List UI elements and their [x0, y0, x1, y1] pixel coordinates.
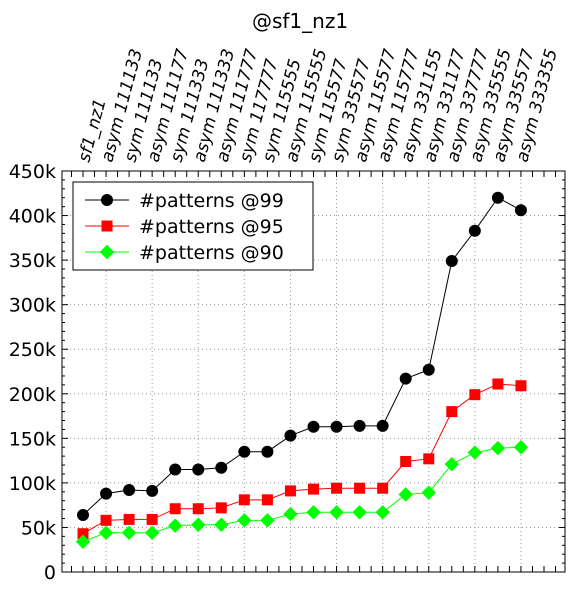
data-point [400, 456, 412, 468]
data-point [75, 534, 91, 549]
data-point [308, 483, 319, 495]
data-point [307, 420, 320, 433]
legend-label: #patterns @99 [139, 190, 284, 212]
data-point [238, 494, 250, 506]
data-point [192, 503, 204, 515]
data-point [469, 389, 481, 401]
y-tick-label: 250k [9, 339, 56, 361]
legend-box [72, 181, 314, 271]
y-tick-label: 350k [9, 250, 56, 272]
data-point [331, 482, 343, 494]
axis-ticks [62, 170, 565, 573]
data-point [123, 513, 135, 525]
data-point [306, 505, 321, 520]
data-point [444, 456, 460, 472]
series-group [75, 191, 529, 549]
data-point [169, 503, 181, 515]
y-tick-label: 0 [44, 562, 56, 584]
data-point [146, 484, 159, 497]
data-point [121, 525, 137, 540]
data-point [100, 514, 112, 526]
legend-label: #patterns @90 [139, 242, 284, 264]
data-point [492, 378, 504, 390]
legend: #patterns @99 #patterns @95 #patterns @90 [72, 181, 314, 271]
data-point [77, 508, 89, 521]
y-tick-label: 150k [9, 428, 56, 450]
data-point [353, 419, 366, 432]
data-point [513, 440, 529, 455]
data-point [398, 487, 413, 502]
legend-marker [101, 194, 113, 206]
legend-marker [101, 220, 113, 232]
legend-label: #patterns @95 [139, 216, 284, 238]
data-point [214, 517, 229, 532]
data-point [191, 517, 206, 532]
y-tick-label: 50k [21, 517, 56, 539]
data-point [490, 440, 506, 456]
data-point [375, 505, 390, 520]
data-point [352, 505, 367, 520]
data-point [261, 494, 273, 506]
data-point [192, 463, 205, 476]
data-point [100, 487, 113, 500]
series-3 [75, 440, 529, 549]
data-point [260, 513, 275, 528]
data-point [515, 380, 527, 392]
data-point [399, 372, 412, 385]
data-point [514, 204, 527, 217]
data-point [146, 513, 158, 525]
chart-title: @sf1_nz1 [252, 9, 348, 33]
data-point [123, 484, 136, 497]
y-tick-label: 450k [9, 161, 56, 183]
data-point [215, 461, 228, 474]
y-tick-label: 200k [9, 384, 56, 406]
y-tick-label: 300k [9, 295, 56, 317]
data-point [329, 505, 344, 520]
data-point [354, 482, 366, 494]
data-point [215, 502, 227, 514]
data-point [98, 525, 114, 540]
data-point [421, 485, 436, 500]
data-point [144, 525, 160, 540]
legend-item: #patterns @90 [85, 242, 284, 264]
legend-item: #patterns @95 [85, 216, 284, 238]
data-point [169, 463, 182, 476]
legend-item: #patterns @99 [85, 190, 284, 212]
data-point [468, 224, 481, 237]
data-point [445, 255, 458, 268]
data-point [423, 453, 435, 465]
data-point [467, 445, 483, 460]
series-1 [77, 191, 527, 521]
data-point [422, 363, 435, 376]
data-point [376, 419, 389, 432]
data-point [237, 513, 252, 528]
data-point [284, 429, 297, 442]
data-point [283, 506, 298, 522]
data-point [377, 482, 389, 494]
data-point [238, 445, 251, 458]
y-tick-label: 100k [9, 473, 56, 495]
data-point [167, 518, 183, 533]
data-point [261, 445, 274, 458]
data-point [330, 420, 343, 433]
data-point [284, 485, 296, 497]
data-point [491, 191, 504, 204]
legend-marker [99, 244, 115, 260]
y-axis-tick-labels: 0 50k 100k 150k 200k 250k 300k 350k 400k 450k [9, 161, 56, 584]
y-tick-label: 400k [9, 206, 56, 228]
series-2 [77, 378, 527, 540]
data-point [446, 406, 458, 418]
